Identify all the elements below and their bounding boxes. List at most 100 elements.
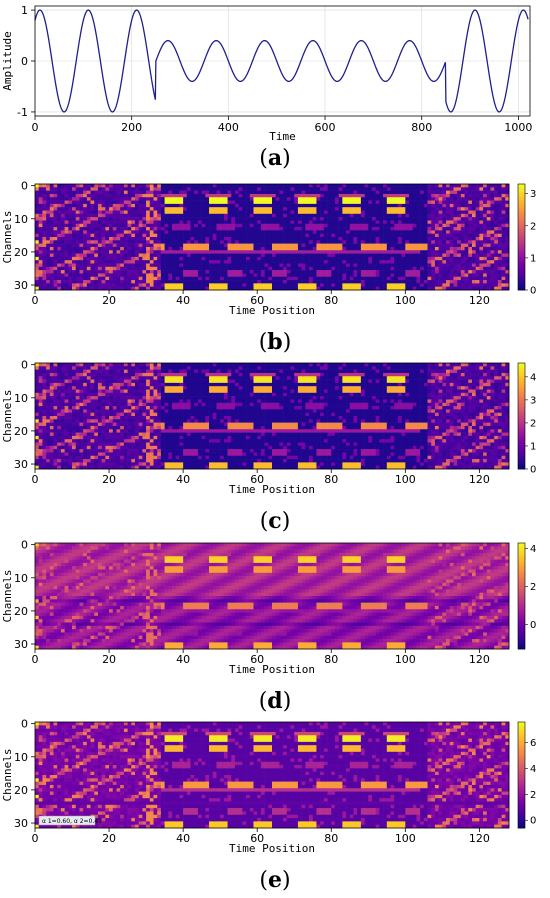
heatmap-cell <box>397 283 402 287</box>
heatmap-cell <box>431 253 436 258</box>
heatmap-cell <box>123 240 128 244</box>
heatmap-cell <box>475 207 480 211</box>
heatmap-cell <box>460 227 465 231</box>
heatmap-cell <box>172 280 177 284</box>
heatmap-cell <box>260 276 265 281</box>
heatmap-cell <box>68 223 73 228</box>
heatmap-cell <box>38 184 43 188</box>
heatmap-cell <box>179 200 184 205</box>
heatmap-cell <box>138 363 143 367</box>
heatmap-cell <box>338 366 343 370</box>
heatmap-cell <box>301 223 306 228</box>
heatmap-cell <box>375 240 380 244</box>
heatmap-cell <box>105 200 110 205</box>
heatmap-cell <box>309 223 314 228</box>
heatmap-cell <box>416 283 421 287</box>
heatmap-cell <box>505 369 510 374</box>
heatmap-cell <box>405 237 410 241</box>
heatmap-cell <box>57 203 62 208</box>
heatmap-cell <box>375 197 380 201</box>
heatmap-cell <box>175 200 180 205</box>
heatmap-cell <box>172 213 177 218</box>
heatmap-cell <box>231 369 236 374</box>
colorbar-segment <box>518 197 525 201</box>
heatmap-cell <box>164 184 169 188</box>
heatmap-cell <box>212 283 217 287</box>
heatmap-cell <box>279 276 284 281</box>
heatmap-cell <box>153 220 158 225</box>
heatmap-cell <box>120 213 125 218</box>
heatmap-cell <box>94 237 99 241</box>
heatmap-cell <box>101 203 106 208</box>
heatmap-cell <box>97 210 102 215</box>
heatmap-cell <box>75 213 80 218</box>
heatmap-cell <box>209 260 214 264</box>
heatmap-cell <box>327 256 332 261</box>
heatmap-cell <box>357 372 362 377</box>
heatmap-cell <box>75 203 80 208</box>
heatmap-cell <box>64 184 69 188</box>
heatmap-cell <box>390 197 395 201</box>
heatmap-cell <box>42 200 47 205</box>
heatmap-cell <box>353 283 358 287</box>
heatmap-cell <box>446 369 451 374</box>
heatmap-cell <box>349 200 354 205</box>
heatmap-cell <box>212 379 217 384</box>
heatmap-cell <box>123 237 128 241</box>
heatmap-cell <box>79 376 84 380</box>
heatmap-cell <box>268 227 273 231</box>
heatmap-cell <box>246 200 251 205</box>
heatmap-cell <box>331 276 336 281</box>
heatmap-cell <box>201 210 206 215</box>
heatmap-cell <box>286 197 291 201</box>
heatmap-cell <box>438 217 443 221</box>
heatmap-cell <box>394 363 399 367</box>
heatmap-cell <box>246 197 251 201</box>
heatmap-cell <box>120 260 125 264</box>
heatmap-cell <box>434 273 439 278</box>
heatmap-cell <box>294 203 299 208</box>
heatmap-cell <box>142 227 147 231</box>
heatmap-cell <box>334 253 339 258</box>
heatmap-cell <box>116 253 121 258</box>
heatmap-cell <box>205 286 210 291</box>
heatmap-cell <box>35 184 39 188</box>
heatmap-cell <box>201 283 206 287</box>
heatmap-cell <box>131 200 136 205</box>
heatmap-cell <box>471 256 476 261</box>
heatmap-cell <box>420 207 425 211</box>
heatmap-cell <box>409 203 414 208</box>
heatmap-cell <box>449 379 454 384</box>
heatmap-cell <box>346 363 351 367</box>
heatmap-cell <box>153 379 158 384</box>
heatmap-cell <box>160 250 165 254</box>
heatmap-cell <box>316 223 321 228</box>
heatmap-cell <box>72 280 77 284</box>
heatmap-cell <box>401 240 406 244</box>
heatmap-cell <box>260 240 265 244</box>
heatmap-cell <box>72 372 77 377</box>
heatmap-cell <box>123 243 128 248</box>
heatmap-cell <box>183 233 188 238</box>
heatmap-cell <box>294 210 299 215</box>
heatmap-cell <box>460 276 465 281</box>
heatmap-cell <box>116 230 121 234</box>
heatmap-cell <box>146 250 151 254</box>
heatmap-cell <box>57 276 62 281</box>
heatmap-cell <box>86 187 91 191</box>
heatmap-cell <box>75 197 80 201</box>
heatmap-cell <box>105 280 110 284</box>
heatmap-cell <box>109 270 114 274</box>
heatmap-cell <box>272 237 276 241</box>
heatmap-cell <box>57 190 62 195</box>
heatmap-cell <box>101 187 106 191</box>
heatmap-cell <box>371 217 376 221</box>
heatmap-cell <box>368 250 373 254</box>
heatmap-cell <box>275 227 280 231</box>
heatmap-cell <box>279 369 284 374</box>
heatmap-cell <box>427 203 432 208</box>
heatmap-cell <box>464 379 469 384</box>
heatmap-cell <box>442 233 447 238</box>
heatmap-cell <box>83 223 88 228</box>
heatmap-cell <box>479 227 484 231</box>
